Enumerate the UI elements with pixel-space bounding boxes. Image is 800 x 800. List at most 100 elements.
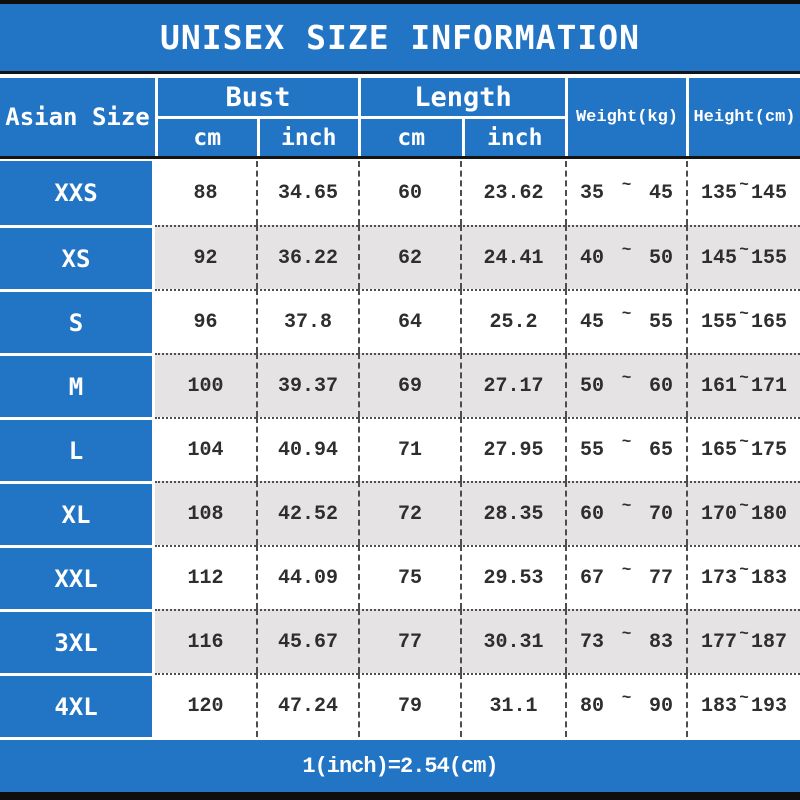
weight-range-cell: 67 ~77 [565, 545, 686, 609]
bust-inch-cell: 40.94 [256, 417, 358, 481]
table-row-m: M 100 39.37 69 27.17 50 ~60 161 ~171 [0, 353, 800, 417]
tilde-symbol: ~ [621, 433, 632, 451]
length-cm-cell: 72 [358, 481, 460, 545]
length-inch-cell: 29.53 [460, 545, 565, 609]
col-header-asian-size: Asian Size [5, 103, 150, 131]
tilde-symbol: ~ [621, 497, 632, 515]
height-range-cell: 177 ~187 [686, 609, 800, 673]
length-inch-cell: 23.62 [460, 161, 565, 225]
bust-cm-cell: 116 [155, 609, 256, 673]
length-cm-cell: 75 [358, 545, 460, 609]
col-group-bust-label: Bust [158, 78, 358, 119]
col-group-length: Length cm inch [358, 78, 565, 156]
sub-header-bust-inch: inch [256, 119, 359, 156]
height-range-cell: 170 ~180 [686, 481, 800, 545]
length-inch-cell: 27.95 [460, 417, 565, 481]
bust-cm-cell: 88 [155, 161, 256, 225]
conversion-note: 1(inch)=2.54(cm) [302, 753, 498, 779]
table-row-4xl: 4XL 120 47.24 79 31.1 80 ~90 183 ~193 [0, 673, 800, 737]
height-range-cell: 161 ~171 [686, 353, 800, 417]
sub-header-bust-cm: cm [193, 124, 222, 151]
table-row-3xl: 3XL 116 45.67 77 30.31 73 ~83 177 ~187 [0, 609, 800, 673]
height-range-cell: 155 ~165 [686, 289, 800, 353]
bust-cm-cell: 100 [155, 353, 256, 417]
col-group-length-label: Length [361, 78, 565, 119]
tilde-symbol: ~ [621, 305, 632, 323]
weight-range-cell: 35 ~45 [565, 161, 686, 225]
height-range-cell: 165 ~175 [686, 417, 800, 481]
bust-cm-cell: 104 [155, 417, 256, 481]
bust-cm-cell: 120 [155, 673, 256, 737]
divider-gap [0, 737, 800, 740]
size-cell: XXL [0, 545, 155, 609]
length-cm-cell: 64 [358, 289, 460, 353]
height-range-cell: 173 ~183 [686, 545, 800, 609]
length-cm-cell: 79 [358, 673, 460, 737]
tilde-symbol: ~ [739, 497, 749, 515]
tilde-symbol: ~ [739, 689, 749, 707]
length-cm-cell: 77 [358, 609, 460, 673]
sub-header-length-inch: inch [461, 119, 566, 156]
col-header-weight: Weight(kg) [565, 78, 686, 156]
tilde-symbol: ~ [739, 561, 749, 579]
tilde-symbol: ~ [621, 369, 632, 387]
bust-inch-cell: 44.09 [256, 545, 358, 609]
length-inch-cell: 30.31 [460, 609, 565, 673]
tilde-symbol: ~ [621, 241, 632, 259]
length-cm-cell: 71 [358, 417, 460, 481]
size-cell: 3XL [0, 609, 155, 673]
length-inch-cell: 28.35 [460, 481, 565, 545]
tilde-symbol: ~ [621, 176, 632, 194]
bust-cm-cell: 112 [155, 545, 256, 609]
tilde-symbol: ~ [739, 625, 749, 643]
length-inch-cell: 24.41 [460, 225, 565, 289]
bust-inch-cell: 37.8 [256, 289, 358, 353]
length-inch-cell: 25.2 [460, 289, 565, 353]
tilde-symbol: ~ [739, 241, 749, 259]
tilde-symbol: ~ [739, 176, 749, 194]
bust-cm-cell: 92 [155, 225, 256, 289]
weight-range-cell: 60 ~70 [565, 481, 686, 545]
weight-range-cell: 40 ~50 [565, 225, 686, 289]
size-cell: L [0, 417, 155, 481]
tilde-symbol: ~ [739, 305, 749, 323]
tilde-symbol: ~ [621, 689, 632, 707]
table-row-xs: XS 92 36.22 62 24.41 40 ~50 145 ~155 [0, 225, 800, 289]
sub-header-length-cm: cm [397, 124, 426, 151]
size-cell: XXS [0, 161, 155, 225]
size-cell: M [0, 353, 155, 417]
bust-inch-cell: 47.24 [256, 673, 358, 737]
bust-inch-cell: 42.52 [256, 481, 358, 545]
height-range-cell: 183 ~193 [686, 673, 800, 737]
footer-band: 1(inch)=2.54(cm) [0, 740, 800, 792]
height-range-cell: 135 ~145 [686, 161, 800, 225]
divider-line [0, 156, 800, 159]
length-inch-cell: 27.17 [460, 353, 565, 417]
length-cm-cell: 62 [358, 225, 460, 289]
top-border-bar [0, 0, 800, 4]
size-cell: S [0, 289, 155, 353]
length-inch-cell: 31.1 [460, 673, 565, 737]
height-range-cell: 145 ~155 [686, 225, 800, 289]
length-cm-cell: 69 [358, 353, 460, 417]
table-row-s: S 96 37.8 64 25.2 45 ~55 155 ~165 [0, 289, 800, 353]
divider-gap [0, 74, 800, 78]
title-band: UNISEX SIZE INFORMATION [0, 4, 800, 71]
tilde-symbol: ~ [621, 561, 632, 579]
table-row-xxl: XXL 112 44.09 75 29.53 67 ~77 173 ~183 [0, 545, 800, 609]
weight-range-cell: 45 ~55 [565, 289, 686, 353]
col-header-height: Height(cm) [686, 78, 800, 156]
bust-cm-cell: 96 [155, 289, 256, 353]
divider-gap [0, 159, 800, 161]
bust-inch-cell: 34.65 [256, 161, 358, 225]
table-header-row: Asian Size Bust cm inch Length cm inch W… [0, 78, 800, 156]
bust-inch-cell: 45.67 [256, 609, 358, 673]
bottom-border-bar [0, 792, 800, 800]
table-row-xxs: XXS 88 34.65 60 23.62 35 ~45 135 ~145 [0, 161, 800, 225]
size-cell: XS [0, 225, 155, 289]
length-cm-cell: 60 [358, 161, 460, 225]
tilde-symbol: ~ [739, 369, 749, 387]
col-group-bust: Bust cm inch [155, 78, 358, 156]
weight-range-cell: 55 ~65 [565, 417, 686, 481]
